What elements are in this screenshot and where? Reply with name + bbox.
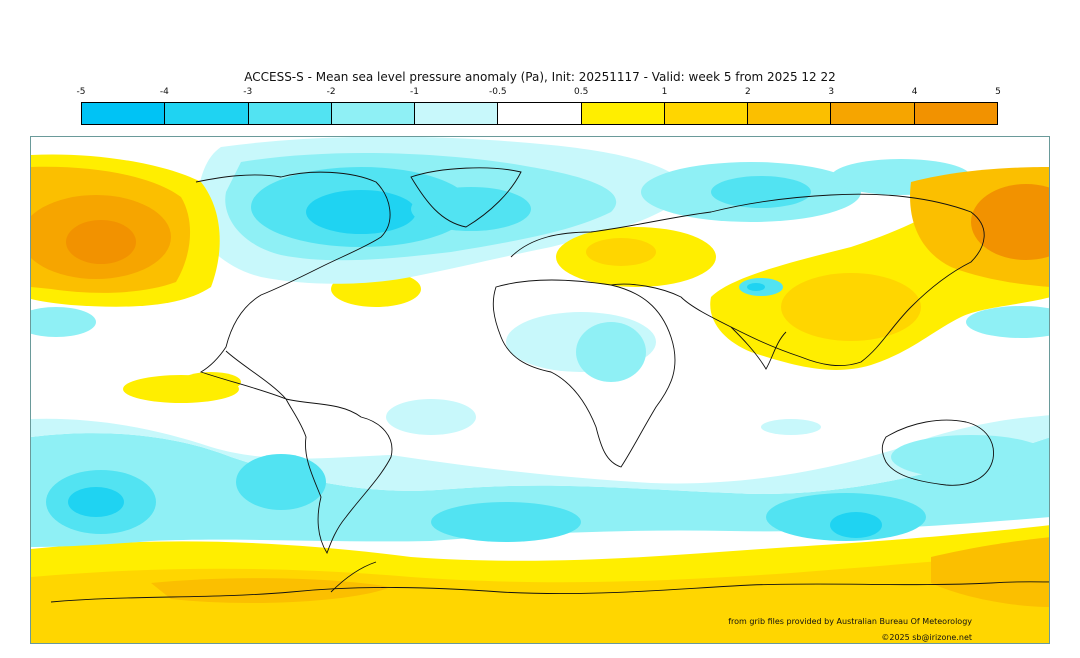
colorbar-tick: 4: [911, 87, 918, 97]
colorbar-tick: -5: [76, 87, 86, 97]
coastlines: [50, 167, 1049, 603]
colorbar-segment: [831, 103, 915, 124]
colorbar-segment: [748, 103, 832, 124]
coast-north-america: [195, 171, 391, 400]
central-atlantic-low: [386, 399, 476, 435]
siberia-low-core: [711, 176, 811, 208]
coast-india: [730, 326, 787, 370]
south-pacific-low-center: [68, 487, 124, 517]
canada-low-core: [306, 190, 416, 234]
colorbar-tick: 1: [661, 87, 668, 97]
coast-south-america: [285, 398, 393, 555]
map-title: ACCESS-S - Mean sea level pressure anoma…: [244, 70, 836, 84]
europe-high-core: [586, 238, 656, 266]
south-indian-low-center: [830, 512, 882, 538]
colorbar-segment: [664, 103, 749, 124]
colorbar-segment: [165, 103, 249, 124]
antarctic-high-mid: [31, 552, 1049, 643]
west-pacific-low: [31, 307, 96, 337]
colorbar-segment: [331, 103, 416, 124]
colorbar-tick: -4: [159, 87, 169, 97]
coast-antarctic-peninsula: [330, 561, 377, 593]
colorbar-tick: 5: [995, 87, 1001, 97]
coast-greenland: [410, 167, 522, 228]
coast-africa: [492, 279, 676, 468]
north-pacific-high-west-core: [971, 184, 1049, 260]
colorbar-segment: [82, 103, 166, 124]
map-canvas: [31, 137, 1049, 643]
colorbar-segment: [498, 103, 582, 124]
copyright-credit: ©2025 sb@irizone.net: [881, 633, 972, 642]
tropical-pacific-high-2: [181, 372, 241, 392]
colorbar-segment: [415, 103, 499, 124]
source-credit: from grib files provided by Australian B…: [728, 617, 972, 626]
anomaly-map: [30, 136, 1050, 644]
south-indian-low: [431, 502, 581, 542]
colorbar-segment: [248, 103, 332, 124]
colorbar: [81, 102, 998, 125]
southern-low-belt-outer: [31, 415, 1049, 494]
indian-ocean-low: [761, 419, 821, 435]
colorbar-tick: 2: [745, 87, 751, 97]
coast-antarctica: [50, 581, 1049, 603]
south-atlantic-low: [236, 454, 326, 510]
colorbar-tick-labels: -5 -4 -3 -2 -1 -0.5 0.5 1 2 3 4 5: [77, 87, 1001, 99]
colorbar-segment: [914, 103, 997, 124]
antarctic-high-east: [931, 537, 1049, 607]
colorbar-tick: -2: [326, 87, 336, 97]
australia-low: [891, 435, 1049, 479]
east-pacific-low: [966, 306, 1049, 338]
north-pacific-high-east-center: [66, 220, 136, 264]
greenland-low: [411, 187, 531, 231]
asia-high-mid: [781, 273, 921, 341]
coast-australia: [881, 419, 994, 486]
sahara-low: [576, 322, 646, 382]
colorbar-tick: 3: [828, 87, 835, 97]
himalaya-low-core: [747, 283, 765, 291]
colorbar-tick: -1: [409, 87, 419, 97]
colorbar-tick: -3: [243, 87, 253, 97]
antarctic-high-inner: [151, 578, 391, 603]
colorbar-tick: 0.5: [574, 87, 589, 97]
colorbar-tick: -0.5: [489, 87, 507, 97]
colorbar-segment: [581, 103, 665, 124]
